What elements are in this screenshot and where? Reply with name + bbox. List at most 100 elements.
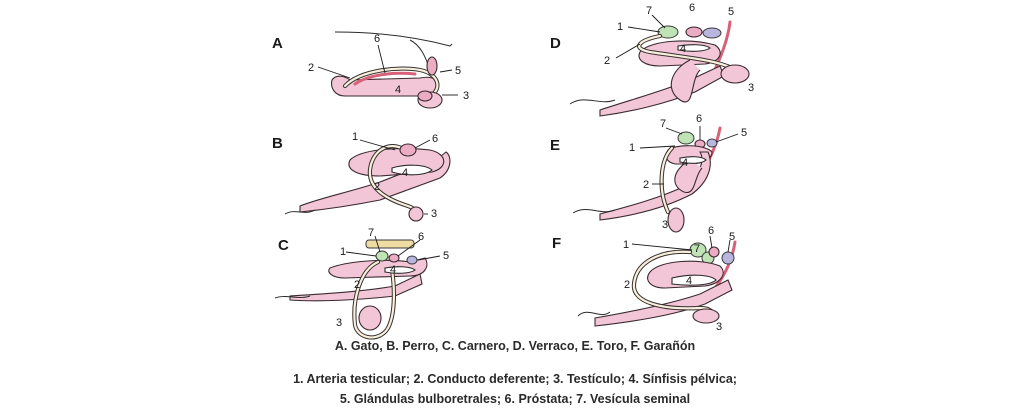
label-5: 5	[729, 231, 735, 243]
leader-line	[417, 255, 441, 261]
pelvis-outline	[334, 31, 453, 47]
pelvic-symphysis	[391, 164, 433, 176]
leader-line	[359, 139, 396, 151]
panel-letter-d: D	[550, 35, 561, 52]
tail-curve	[577, 311, 611, 317]
tail-curve	[284, 209, 316, 215]
panel-letter-f: F	[552, 235, 561, 252]
pelvic-symphysis	[671, 274, 717, 286]
leader-line	[439, 69, 453, 73]
leader-line	[377, 44, 386, 74]
label-3: 3	[662, 219, 668, 231]
label-6: 6	[708, 225, 714, 237]
label-5: 5	[741, 127, 747, 139]
species-caption: A. Gato, B. Perro, C. Carnero, D. Verrac…	[334, 339, 696, 353]
deferent-duct-inner	[343, 67, 439, 98]
leader-line	[639, 145, 676, 149]
panel-d: D 1 7 6 5 2 4 3	[550, 2, 754, 117]
leader-line	[414, 139, 431, 149]
leader-line	[345, 251, 377, 257]
tail-curve	[274, 295, 311, 299]
testis-shape	[667, 207, 685, 233]
deferent-duct-inner	[638, 34, 742, 74]
label-4: 4	[395, 84, 401, 96]
label-4: 4	[402, 167, 408, 179]
label-7: 7	[694, 243, 700, 255]
label-4: 4	[390, 264, 396, 276]
label-5: 5	[728, 6, 734, 18]
prostate-shape	[399, 143, 417, 157]
label-6: 6	[374, 33, 380, 45]
label-2: 2	[643, 179, 649, 191]
label-2: 2	[308, 62, 314, 74]
label-1: 1	[340, 246, 346, 258]
testis-inner	[417, 90, 433, 102]
seminal-vesicle-tube	[365, 239, 415, 249]
panel-letter-b: B	[272, 135, 283, 152]
label-6: 6	[418, 231, 424, 243]
label-5: 5	[455, 65, 461, 77]
sigmoid-flexure	[674, 159, 703, 193]
panel-e: E 1 7 6 5 2 4 3	[550, 113, 747, 233]
label-7: 7	[646, 5, 652, 17]
legend-line-2: 5. Glándulas bulboretrales; 6. Próstata;…	[339, 392, 691, 406]
testicular-artery	[353, 71, 417, 86]
leader-line	[374, 235, 381, 253]
label-6: 6	[432, 133, 438, 145]
penis-shape	[599, 65, 725, 117]
legend-caption: 1. Arteria testicular; 2. Conducto defer…	[0, 369, 1030, 409]
label-1: 1	[352, 131, 358, 143]
label-6: 6	[689, 2, 695, 14]
panel-f: F 1 6 5 7 2 4 3	[552, 225, 737, 333]
label-4: 4	[680, 43, 686, 55]
pelvic-symphysis	[679, 156, 707, 164]
penis-shape	[299, 151, 451, 213]
leader-line	[709, 235, 713, 249]
gland-shape	[426, 56, 438, 76]
label-5: 5	[443, 250, 449, 262]
testis-shape	[720, 64, 750, 84]
panel-letter-c: C	[278, 237, 289, 254]
label-2: 2	[604, 55, 610, 67]
label-1: 1	[623, 239, 629, 251]
label-1: 1	[629, 142, 635, 154]
label-4: 4	[686, 275, 692, 287]
prostate-shape	[388, 253, 400, 263]
leader-line	[651, 14, 666, 29]
leader-line	[631, 243, 693, 251]
label-4: 4	[682, 157, 688, 169]
label-6: 6	[696, 113, 702, 125]
pelvic-symphysis	[677, 44, 711, 52]
deferent-duct-inner	[353, 260, 395, 339]
bulbourethral-gland	[406, 255, 418, 265]
testis-shape	[692, 308, 720, 324]
bulbourethral-gland	[702, 27, 722, 39]
prostate-shape	[708, 246, 720, 258]
label-7: 7	[368, 227, 374, 239]
leader-line	[317, 66, 351, 79]
label-1: 1	[617, 21, 623, 33]
label-7: 7	[660, 118, 666, 130]
panel-b: B 1 6 2 4 3	[272, 131, 451, 222]
leader-line	[615, 43, 641, 59]
label-2: 2	[374, 181, 380, 193]
bulbourethral-gland	[721, 251, 735, 265]
penis-lower	[289, 273, 423, 302]
deferent-duct-inner	[660, 146, 674, 214]
seminal-vesicle	[677, 131, 695, 145]
label-3: 3	[716, 321, 722, 333]
label-3: 3	[336, 317, 342, 329]
leader-line	[665, 127, 683, 135]
seminal-vesicle	[375, 250, 389, 262]
label-2: 2	[354, 279, 360, 291]
panel-letter-e: E	[550, 137, 560, 154]
tail-curve	[569, 99, 616, 105]
panel-letter-a: A	[272, 35, 283, 52]
testis-shape	[408, 206, 424, 222]
testis-shape	[358, 305, 382, 331]
label-3: 3	[748, 82, 754, 94]
tail-curve	[572, 209, 616, 214]
label-3: 3	[463, 90, 469, 102]
